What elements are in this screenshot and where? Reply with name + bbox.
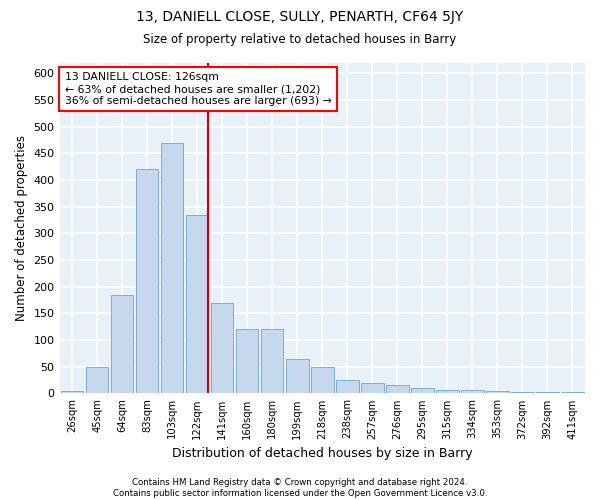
Bar — [86, 366, 109, 394]
Bar — [211, 302, 233, 394]
Bar — [236, 330, 259, 394]
Text: 13, DANIELL CLOSE, SULLY, PENARTH, CF64 5JY: 13, DANIELL CLOSE, SULLY, PENARTH, CF64 … — [136, 10, 464, 24]
Bar — [436, 390, 458, 394]
Bar — [286, 358, 308, 394]
Text: 13 DANIELL CLOSE: 126sqm
← 63% of detached houses are smaller (1,202)
36% of sem: 13 DANIELL CLOSE: 126sqm ← 63% of detach… — [65, 72, 332, 106]
Bar — [486, 391, 509, 394]
Bar — [186, 214, 208, 394]
Text: Contains HM Land Registry data © Crown copyright and database right 2024.
Contai: Contains HM Land Registry data © Crown c… — [113, 478, 487, 498]
Bar — [411, 388, 434, 394]
X-axis label: Distribution of detached houses by size in Barry: Distribution of detached houses by size … — [172, 447, 473, 460]
Bar — [61, 391, 83, 394]
Y-axis label: Number of detached properties: Number of detached properties — [15, 135, 28, 321]
Text: Size of property relative to detached houses in Barry: Size of property relative to detached ho… — [143, 32, 457, 46]
Bar — [461, 390, 484, 394]
Bar — [386, 386, 409, 394]
Bar — [361, 383, 383, 394]
Bar — [136, 170, 158, 394]
Bar — [561, 392, 584, 394]
Bar — [261, 330, 283, 394]
Bar — [511, 392, 534, 394]
Bar — [111, 294, 133, 394]
Bar — [161, 142, 184, 394]
Bar — [536, 392, 559, 394]
Bar — [336, 380, 359, 394]
Bar — [311, 366, 334, 394]
